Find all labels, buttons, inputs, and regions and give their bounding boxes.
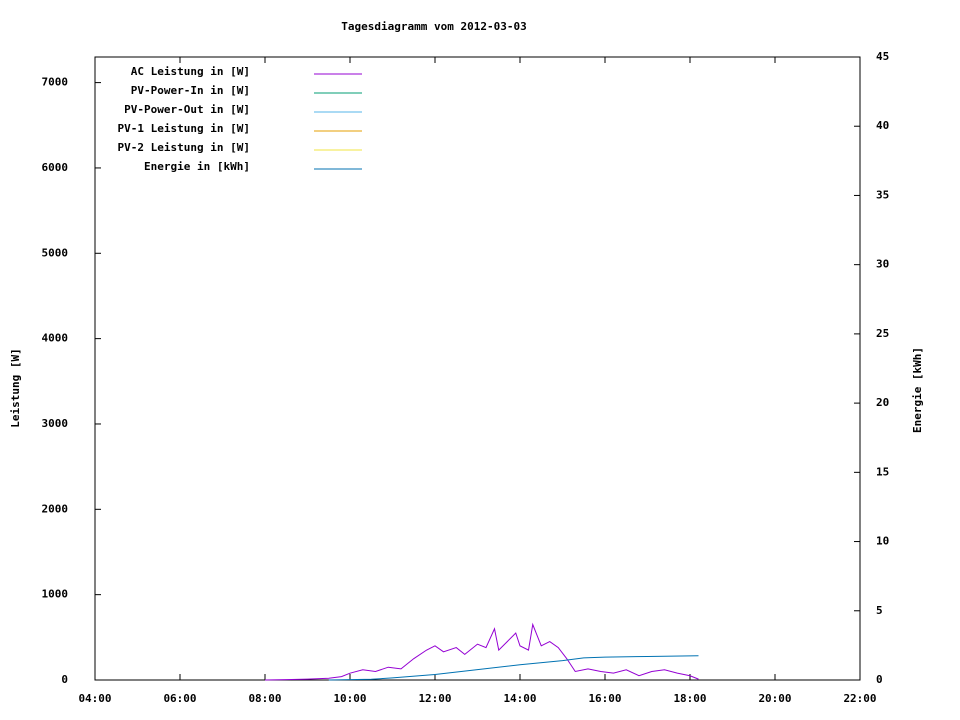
x-tick-label: 18:00 <box>673 692 706 705</box>
legend-label: PV-1 Leistung in [W] <box>118 122 250 135</box>
y-tick-label: 6000 <box>42 161 69 174</box>
y-tick-label: 5000 <box>42 246 69 259</box>
x-tick-label: 04:00 <box>78 692 111 705</box>
x-tick-label: 20:00 <box>758 692 791 705</box>
x-tick-label: 12:00 <box>418 692 451 705</box>
x-tick-label: 22:00 <box>843 692 876 705</box>
y-tick-label: 2000 <box>42 502 69 515</box>
y2-tick-label: 20 <box>876 396 889 409</box>
y2-tick-label: 5 <box>876 604 883 617</box>
y2-tick-label: 0 <box>876 673 883 686</box>
chart-title: Tagesdiagramm vom 2012-03-03 <box>341 20 526 33</box>
x-tick-label: 16:00 <box>588 692 621 705</box>
y-tick-label: 4000 <box>42 332 69 345</box>
y-axis-label: Leistung [W] <box>9 348 22 427</box>
y2-tick-label: 40 <box>876 119 889 132</box>
y-tick-label: 0 <box>61 673 68 686</box>
legend-label: PV-Power-Out in [W] <box>124 103 250 116</box>
legend-label: PV-2 Leistung in [W] <box>118 141 250 154</box>
y2-tick-label: 35 <box>876 188 889 201</box>
x-tick-label: 06:00 <box>163 692 196 705</box>
y2-tick-label: 10 <box>876 535 889 548</box>
legend-label: AC Leistung in [W] <box>131 65 250 78</box>
plot-border <box>94 56 861 681</box>
y-tick-label: 1000 <box>42 588 69 601</box>
y2-tick-label: 30 <box>876 258 889 271</box>
y2-axis-label: Energie [kWh] <box>911 347 924 433</box>
x-tick-label: 14:00 <box>503 692 536 705</box>
x-tick-label: 08:00 <box>248 692 281 705</box>
y2-tick-label: 25 <box>876 327 889 340</box>
y-tick-label: 7000 <box>42 76 69 89</box>
x-tick-label: 10:00 <box>333 692 366 705</box>
y2-tick-label: 15 <box>876 465 889 478</box>
y-tick-label: 3000 <box>42 417 69 430</box>
series-line <box>264 622 699 681</box>
legend-label: Energie in [kWh] <box>144 160 250 173</box>
series-line <box>328 655 699 681</box>
y2-tick-label: 45 <box>876 50 889 63</box>
legend-label: PV-Power-In in [W] <box>131 84 250 97</box>
